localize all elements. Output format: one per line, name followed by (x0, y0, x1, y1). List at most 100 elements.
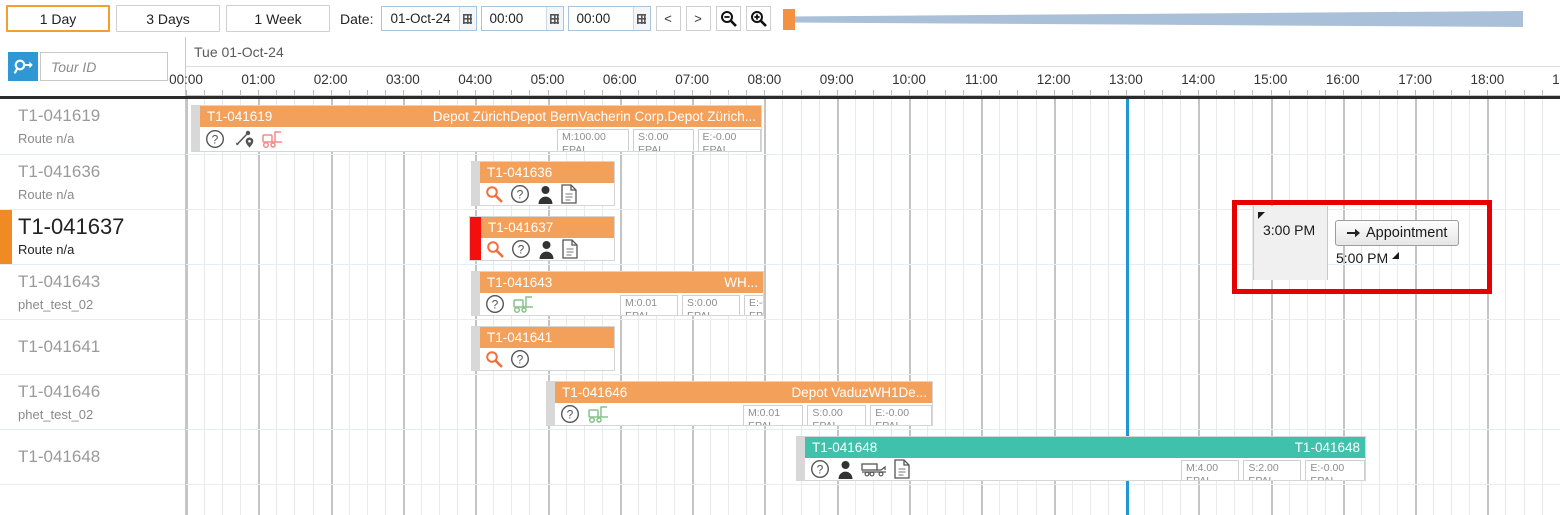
person-icon[interactable] (537, 185, 554, 204)
prev-button[interactable]: < (655, 6, 681, 31)
gridline-quarter (294, 99, 296, 515)
time-tick-label: 10:00 (892, 72, 926, 87)
task-drag-grip[interactable] (796, 437, 805, 480)
document-icon[interactable] (894, 459, 910, 479)
time-tick (1089, 90, 1091, 95)
appointment-start-time: 3:00 PM (1263, 222, 1316, 238)
time-tick-label: 01:00 (241, 72, 276, 87)
task-drag-grip[interactable] (471, 327, 480, 370)
time-tick (963, 90, 965, 95)
person-icon[interactable] (837, 460, 854, 479)
gantt-task-T1-041637[interactable]: T1-041637? (469, 216, 615, 261)
range-button-1-day[interactable]: 1 Day (6, 5, 110, 32)
next-button[interactable]: > (685, 6, 711, 31)
slider-track[interactable] (783, 7, 1523, 31)
time-tick (1469, 90, 1471, 95)
task-title-bar[interactable]: T1-041619 Depot ZürichDepot BernVacherin … (200, 106, 761, 127)
time-to-field[interactable]: 00:00 (567, 6, 651, 31)
task-drag-grip[interactable] (546, 382, 555, 425)
person-icon[interactable] (538, 240, 555, 259)
range-button-3-days[interactable]: 3 Days (116, 5, 220, 32)
task-drag-grip[interactable] (471, 162, 480, 205)
gridline-quarter (1234, 99, 1236, 515)
zoom-out-icon[interactable] (715, 6, 741, 31)
task-title-bar[interactable]: T1-041636 (480, 162, 614, 183)
forklift-green-icon[interactable] (587, 404, 611, 424)
gridline-quarter (420, 99, 422, 515)
task-title-bar[interactable]: T1-041637 (481, 217, 614, 238)
task-id-label: T1-041637 (488, 220, 554, 235)
time-tick-label: 07:00 (675, 72, 709, 87)
task-id-label: T1-041646 (562, 385, 628, 400)
question-icon[interactable]: ? (511, 239, 531, 259)
time-tick (565, 90, 567, 95)
tour-row-T1-041619[interactable]: T1-041619 Route n/a (0, 99, 185, 155)
forklift-green-icon[interactable] (512, 294, 536, 314)
date-field[interactable]: 01-Oct-24 (381, 6, 477, 31)
question-icon[interactable]: ? (560, 404, 580, 424)
forklift-pink-icon[interactable] (261, 129, 285, 149)
svg-text:?: ? (817, 463, 824, 477)
gantt-chart-pane[interactable]: T1-041619 Depot ZürichDepot BernVacherin … (186, 99, 1560, 515)
tour-row-T1-041636[interactable]: T1-041636 Route n/a (0, 155, 185, 210)
timeline-zoom-slider[interactable] (782, 7, 1523, 31)
question-icon[interactable]: ? (510, 184, 530, 204)
appointment-resize-handle-top-left[interactable] (1258, 212, 1265, 219)
time-tick (348, 90, 350, 95)
task-title-bar[interactable]: T1-041648 T1-041648 (805, 437, 1365, 458)
appointment-resize-handle-bottom-right[interactable] (1392, 252, 1399, 259)
time-tick (800, 90, 802, 95)
zoom-in-icon[interactable] (745, 6, 771, 31)
appointment-region[interactable] (1253, 206, 1328, 280)
task-title-bar[interactable]: T1-041646 Depot VaduzWH1De... (555, 382, 932, 403)
tour-row-T1-041643[interactable]: T1-041643 phet_test_02 (0, 265, 185, 320)
tour-row-T1-041637[interactable]: T1-041637 Route n/a (0, 210, 185, 265)
question-icon[interactable]: ? (205, 129, 225, 149)
gantt-task-T1-041619[interactable]: T1-041619 Depot ZürichDepot BernVacherin … (191, 105, 762, 152)
question-icon[interactable]: ? (810, 459, 830, 479)
gantt-task-T1-041636[interactable]: T1-041636? (471, 161, 615, 206)
gridline-quarter (1180, 99, 1182, 515)
gridline-quarter (1306, 99, 1308, 515)
slider-handle[interactable] (782, 8, 795, 30)
document-icon[interactable] (561, 184, 577, 204)
tour-row-T1-041648[interactable]: T1-041648 (0, 430, 185, 485)
range-button-1-week[interactable]: 1 Week (226, 5, 330, 32)
question-icon[interactable]: ? (485, 294, 505, 314)
task-title-bar[interactable]: T1-041641 (480, 327, 614, 348)
task-drag-grip[interactable] (471, 272, 480, 315)
tour-row-T1-041641[interactable]: T1-041641 (0, 320, 185, 375)
task-route-label: Depot VaduzWH1De... (791, 385, 927, 400)
task-id-label: T1-041643 (487, 275, 553, 290)
tour-id-input[interactable] (40, 52, 168, 81)
zoom-in-pink-icon[interactable] (485, 185, 503, 203)
current-time-marker (1125, 99, 1129, 515)
gridline-quarter (1035, 99, 1037, 515)
question-icon[interactable]: ? (510, 349, 530, 369)
time-tick (240, 90, 242, 95)
tour-row-T1-041646[interactable]: T1-041646 phet_test_02 (0, 375, 185, 430)
search-go-icon[interactable] (8, 52, 38, 81)
truck-icon[interactable] (861, 461, 887, 477)
zoom-in-pink-icon[interactable] (485, 350, 503, 368)
appointment-button[interactable]: Appointment (1335, 220, 1460, 246)
task-stat-amount: E:-0.00 EPAL (875, 407, 910, 426)
time-to-picker-icon[interactable] (632, 7, 650, 30)
task-drag-grip[interactable] (470, 217, 481, 260)
route-pin-icon[interactable] (232, 129, 254, 149)
time-tick (1541, 90, 1543, 95)
gantt-task-T1-041641[interactable]: T1-041641? (471, 326, 615, 371)
time-from-picker-icon[interactable] (545, 7, 563, 30)
task-drag-grip[interactable] (191, 106, 200, 151)
document-icon[interactable] (562, 239, 578, 259)
gantt-task-T1-041646[interactable]: T1-041646 Depot VaduzWH1De...? M:0.01 EPAL… (546, 381, 933, 426)
date-picker-icon[interactable] (458, 7, 476, 30)
task-title-bar[interactable]: T1-041643 WH... (480, 272, 763, 293)
time-from-field[interactable]: 00:00 (480, 6, 564, 31)
zoom-in-pink-icon[interactable] (486, 240, 504, 258)
